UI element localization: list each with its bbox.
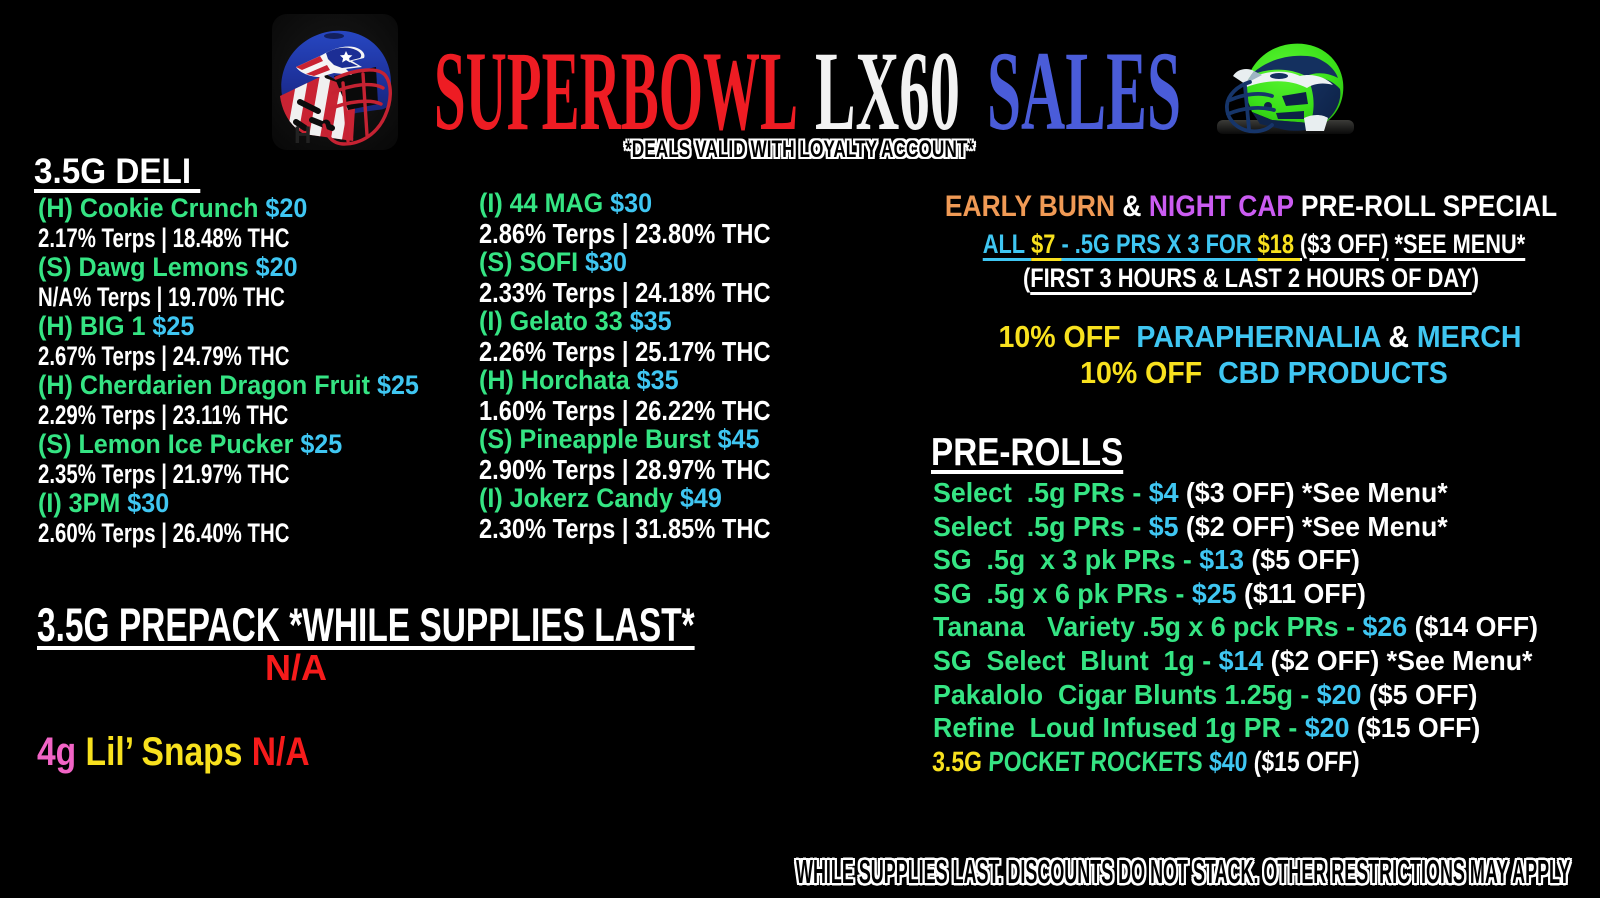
svg-text:H: H — [294, 122, 311, 149]
